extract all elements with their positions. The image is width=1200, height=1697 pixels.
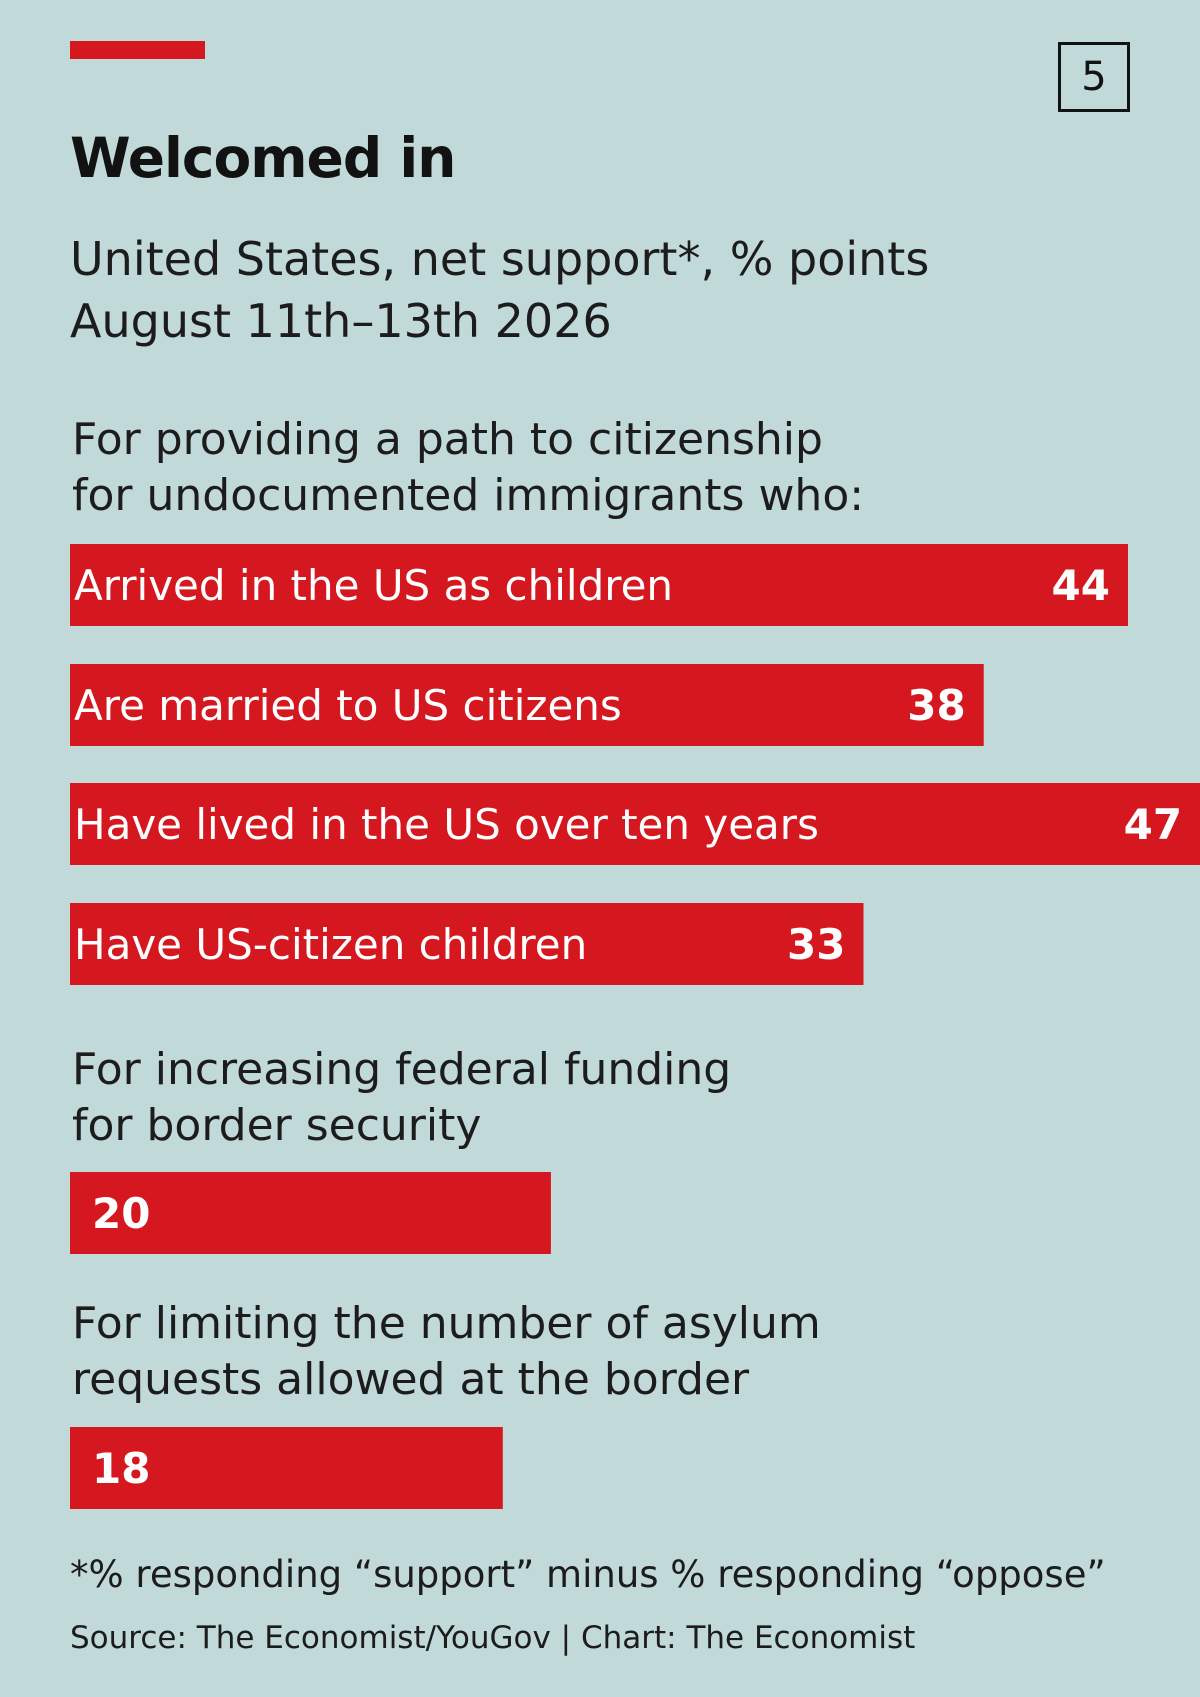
group-label-line: For increasing federal funding [72,1044,732,1095]
group-label-border-funding: For increasing federal funding for borde… [72,1042,731,1154]
footnote: *% responding “support” minus % respondi… [70,1553,1106,1596]
chart-title: Welcomed in [70,126,456,190]
page-number-badge: 5 [1058,42,1130,112]
bar-label: Arrived in the US as children [74,561,673,610]
bar-label: Have US-citizen children [74,920,587,969]
group-label-line: for border security [72,1100,482,1151]
bar [70,1172,551,1254]
bar-value-label: 18 [92,1444,150,1493]
bar-value-label: 47 [1124,800,1182,849]
group-label-citizenship: For providing a path to citizenship for … [72,412,864,524]
bar-value-label: 38 [907,681,965,730]
subtitle-line: August 11th–13th 2026 [70,294,612,348]
bar [70,664,984,746]
bar-value-label: 44 [1052,561,1110,610]
subtitle-line: United States, net support*, % points [70,232,930,286]
group-label-line: requests allowed at the border [72,1354,750,1405]
bar-label: Have lived in the US over ten years [74,800,819,849]
bar [70,903,864,985]
bar-value-label: 33 [787,920,845,969]
group-label-asylum: For limiting the number of asylum reques… [72,1296,821,1408]
group-label-line: for undocumented immigrants who: [72,470,865,521]
bar [70,544,1128,626]
chart-subtitle: United States, net support*, % points Au… [70,228,929,352]
accent-bar [70,41,205,59]
bar [70,1427,503,1509]
group-label-line: For limiting the number of asylum [72,1298,821,1349]
bar-value-label: 20 [92,1189,150,1238]
bar-label: Are married to US citizens [74,681,622,730]
group-label-line: For providing a path to citizenship [72,414,823,465]
source-note: Source: The Economist/YouGov | Chart: Th… [70,1620,916,1656]
bar [70,783,1200,865]
